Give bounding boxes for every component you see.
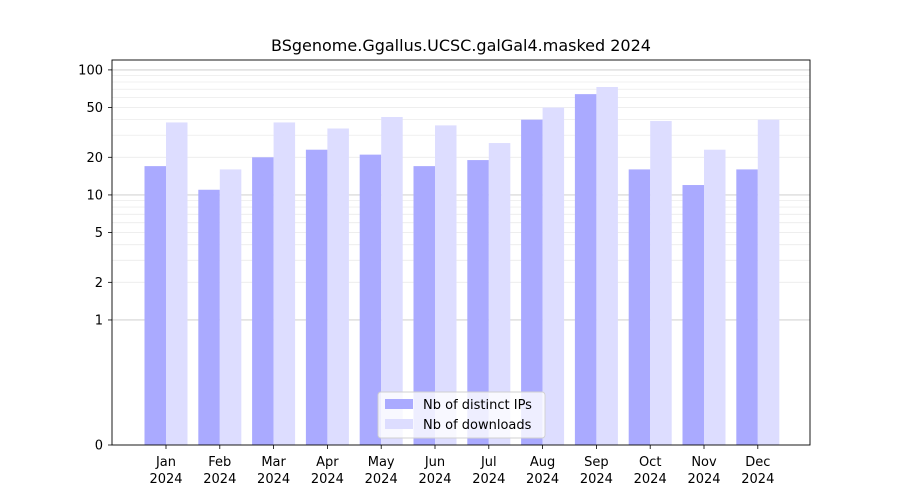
y-tick-label: 1 [95, 313, 103, 328]
bar-downloads-feb [219, 169, 242, 445]
bar-downloads-nov [704, 149, 726, 446]
plot-frame [111, 59, 811, 446]
x-tick-label-month: Jul [480, 455, 497, 470]
bar-downloads-aug [542, 107, 565, 446]
y-tick-label: 0 [95, 439, 103, 454]
x-tick-label-month: Jan [155, 455, 176, 470]
bar-distinct-ips-oct [628, 169, 651, 445]
bar-distinct-ips-jan [144, 166, 166, 445]
bar-downloads-sep [596, 86, 618, 445]
x-tick-label-year: 2024 [526, 472, 559, 487]
y-tick-label: 10 [86, 188, 103, 203]
x-tick-label-year: 2024 [365, 472, 398, 487]
bar-downloads-jun [435, 125, 457, 445]
x-tick-label-year: 2024 [311, 472, 344, 487]
x-tick-label-month: Feb [208, 455, 231, 470]
bar-distinct-ips-apr [305, 149, 328, 446]
x-tick-label-year: 2024 [634, 472, 667, 487]
y-tick-label: 100 [78, 63, 103, 78]
bar-distinct-ips-jul [467, 160, 489, 445]
x-tick-label-month: Mar [261, 455, 286, 470]
bar-distinct-ips-jun [413, 166, 435, 445]
x-tick-label-year: 2024 [418, 472, 451, 487]
axes-layer: Jan2024Feb2024Mar2024Apr2024May2024Jun20… [78, 59, 811, 487]
bar-distinct-ips-mar [252, 157, 274, 445]
chart-title: BSgenome.Ggallus.UCSC.galGal4.masked 202… [271, 36, 651, 55]
x-tick-label-month: May [368, 455, 395, 470]
x-tick-label-year: 2024 [580, 472, 613, 487]
bar-downloads-jul [488, 143, 511, 445]
x-tick-label-month: Apr [316, 455, 339, 470]
bar-downloads-dec [757, 119, 780, 446]
x-tick-label-year: 2024 [203, 472, 236, 487]
x-tick-label-month: Nov [691, 455, 717, 470]
bar-distinct-ips-sep [574, 94, 597, 446]
bar-distinct-ips-dec [736, 169, 758, 445]
legend: Nb of distinct IPs Nb of downloads [377, 391, 546, 439]
bar-distinct-ips-aug [521, 119, 543, 446]
x-tick-label-year: 2024 [257, 472, 290, 487]
bars-layer [144, 86, 780, 446]
bar-downloads-may [381, 117, 403, 445]
bar-distinct-ips-feb [198, 189, 220, 445]
y-tick-label: 5 [95, 226, 103, 241]
legend-label: Nb of downloads [423, 418, 532, 433]
x-tick-label-year: 2024 [472, 472, 505, 487]
x-tick-label-year: 2024 [687, 472, 720, 487]
x-tick-label-month: Oct [639, 455, 661, 470]
legend-swatch [385, 399, 413, 409]
x-tick-label-month: Dec [745, 455, 770, 470]
bar-downloads-jan [166, 122, 188, 445]
x-tick-label-year: 2024 [741, 472, 774, 487]
x-tick-label-month: Aug [530, 455, 555, 470]
legend-label: Nb of distinct IPs [423, 398, 532, 413]
bar-distinct-ips-may [359, 154, 382, 446]
x-tick-label-month: Jun [424, 455, 445, 470]
y-tick-label: 50 [86, 101, 103, 116]
bar-downloads-oct [650, 121, 672, 446]
legend-swatch [385, 419, 413, 429]
y-tick-label: 20 [86, 151, 103, 166]
x-tick-label-year: 2024 [149, 472, 182, 487]
bar-distinct-ips-nov [682, 185, 704, 445]
x-tick-label-month: Sep [584, 455, 609, 470]
bar-downloads-apr [327, 128, 349, 445]
legend-box [377, 391, 546, 439]
bar-downloads-mar [273, 122, 296, 445]
y-tick-label: 2 [95, 276, 103, 291]
